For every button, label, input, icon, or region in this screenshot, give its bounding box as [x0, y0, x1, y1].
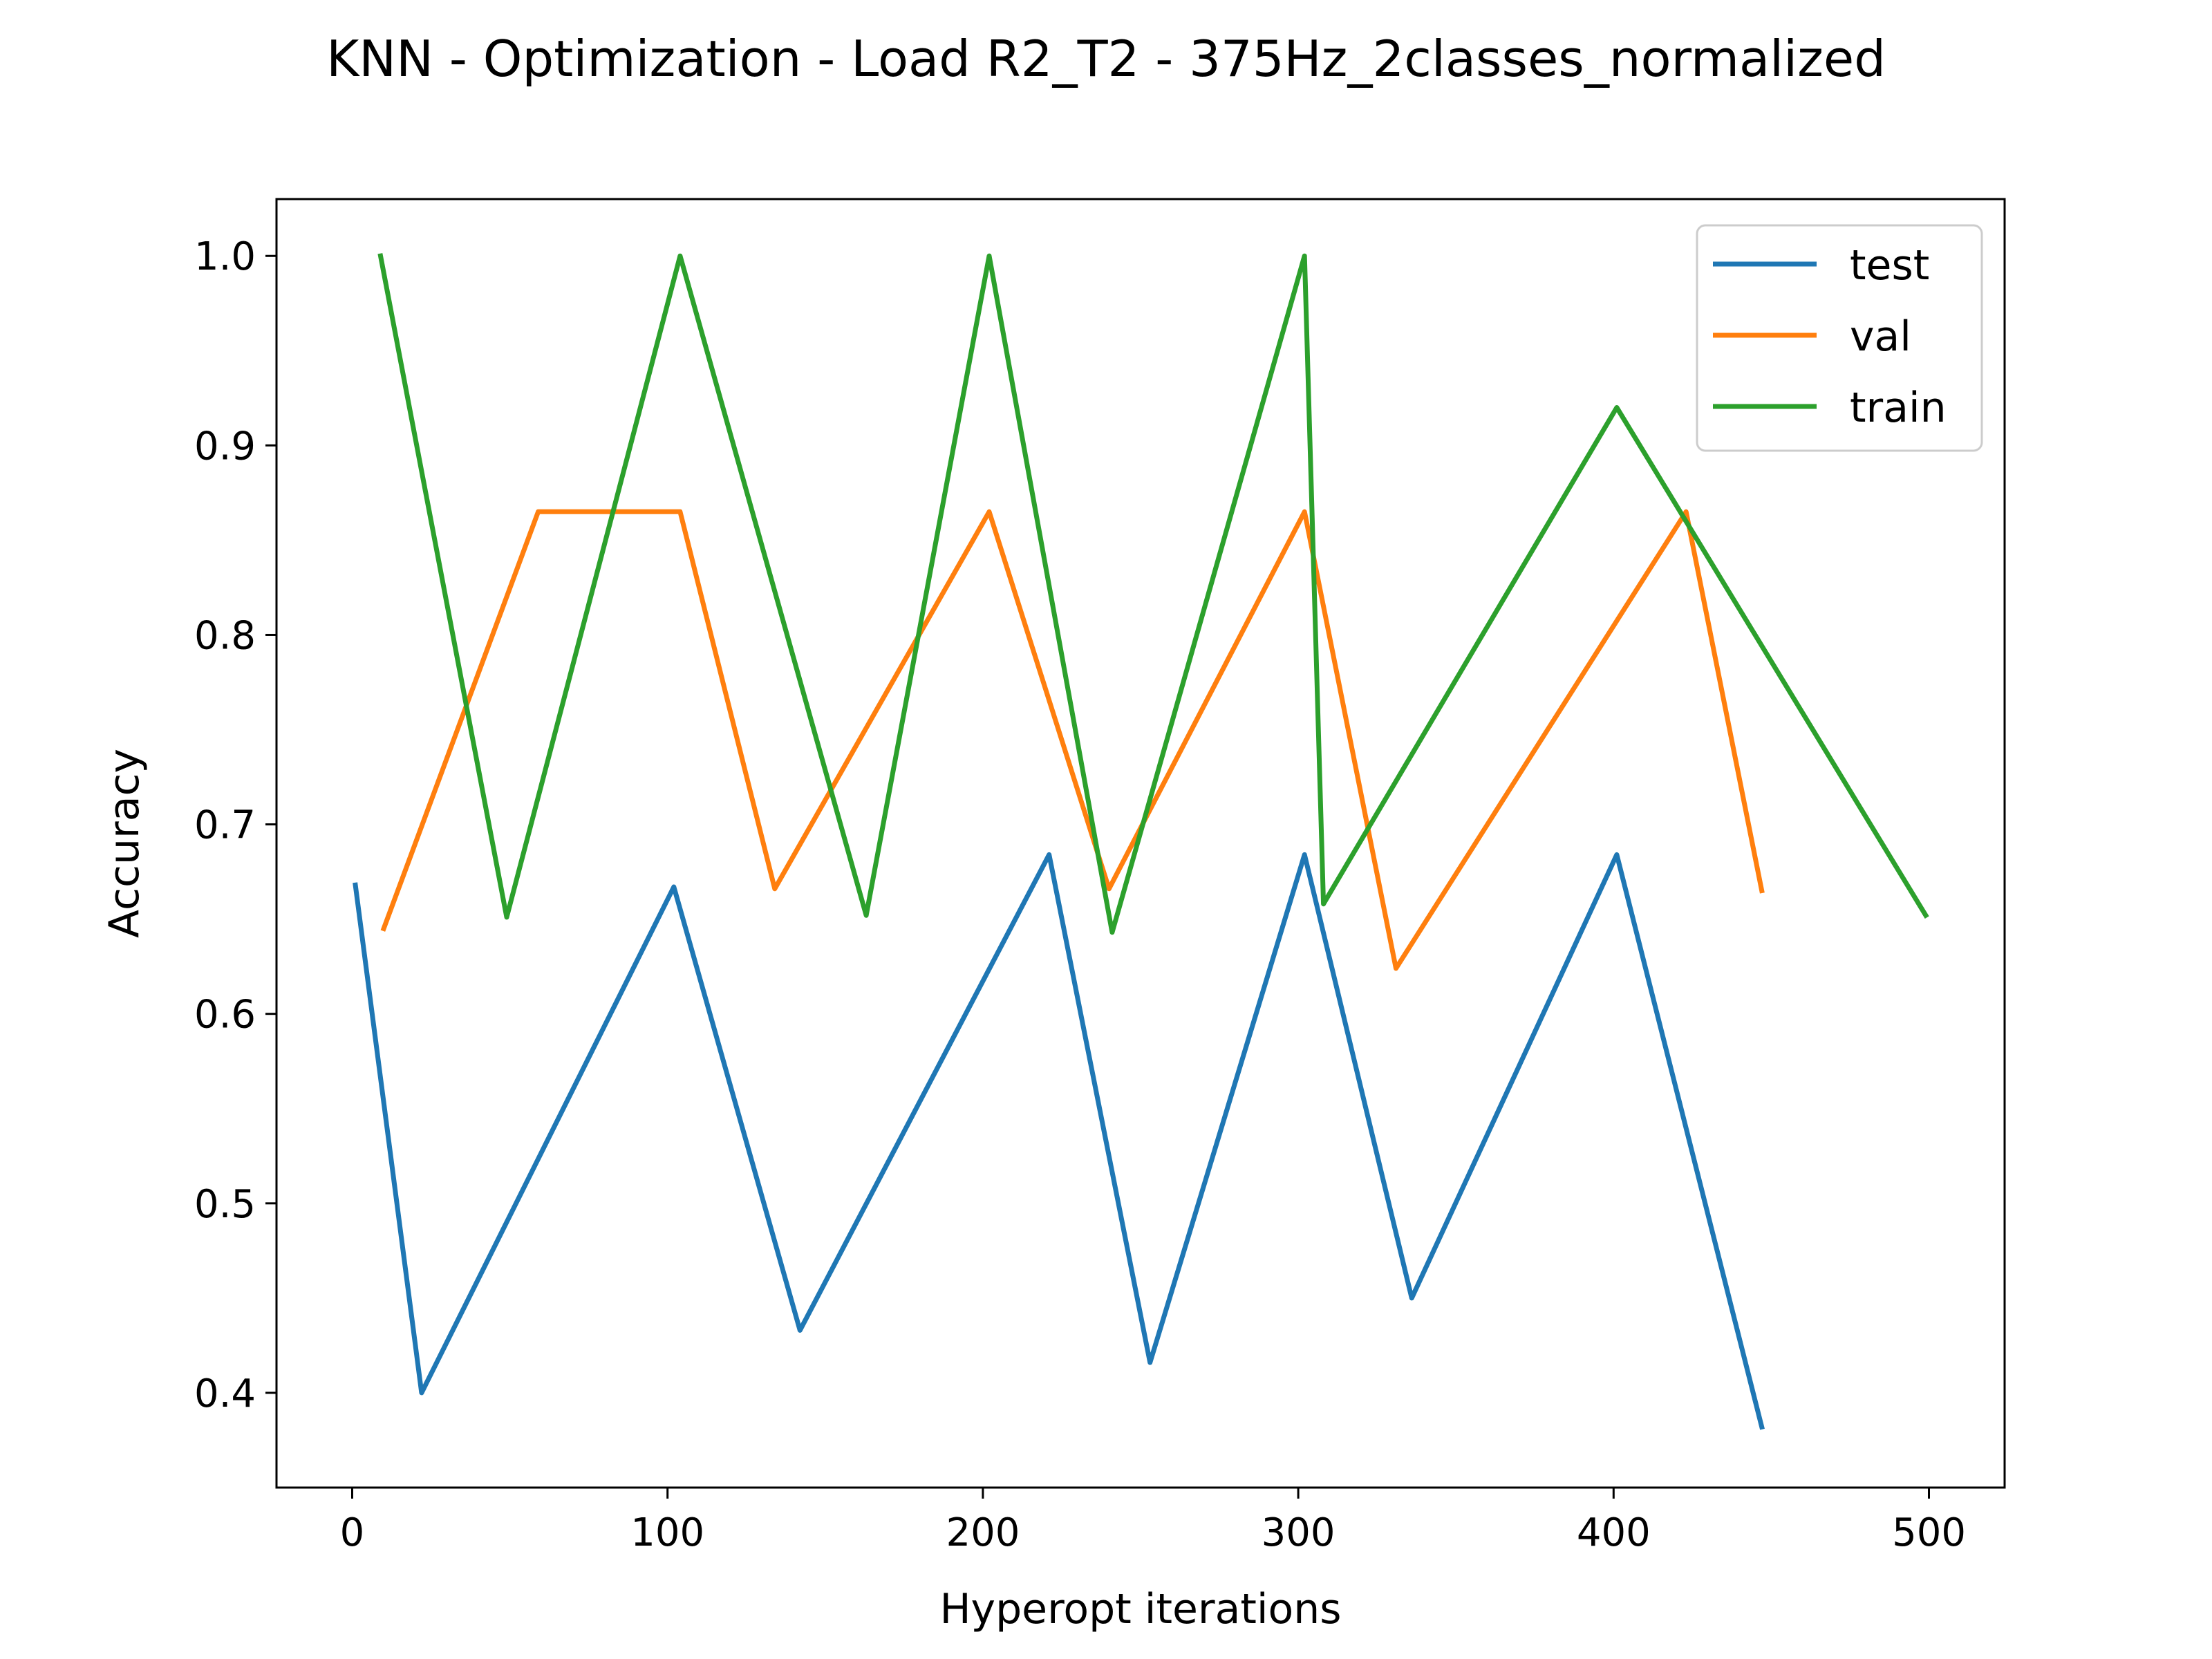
y-tick-label: 0.8: [194, 613, 256, 658]
x-tick-label: 200: [946, 1510, 1020, 1555]
x-tick-label: 0: [340, 1510, 365, 1555]
y-tick-label: 0.9: [194, 424, 256, 469]
plot-area: 0 100 200 300 400 500 0.4 0.5 0.6 0.7 0.8 0.9 1.0: [194, 198, 2006, 1555]
axes-frame: [275, 198, 2006, 1489]
y-tick-label: 0.6: [194, 993, 256, 1038]
legend-label-train: train: [1850, 384, 1947, 432]
y-axis-ticks: 0.4 0.5 0.6 0.7 0.8 0.9 1.0: [194, 234, 276, 1416]
chart-title: KNN - Optimization - Load R2_T2 - 375Hz_…: [326, 30, 1886, 88]
x-tick-label: 100: [630, 1510, 704, 1555]
series-line-val: [380, 509, 1765, 971]
x-axis-ticks: 0 100 200 300 400 500: [340, 1488, 1966, 1555]
legend-label-val: val: [1850, 312, 1911, 361]
y-tick-label: 0.4: [194, 1371, 256, 1416]
series-layer: [353, 253, 1929, 1430]
legend-box: [1696, 224, 1983, 452]
x-axis-label: Hyperopt iterations: [939, 1585, 1341, 1633]
legend-label-test: test: [1850, 241, 1929, 290]
legend-entries: test val train: [1713, 241, 1947, 432]
y-axis-label: Accuracy: [100, 749, 149, 938]
legend: test val train: [1696, 224, 1983, 452]
y-tick-label: 0.5: [194, 1182, 256, 1227]
series-line-test: [353, 852, 1765, 1430]
x-tick-label: 400: [1577, 1510, 1651, 1555]
x-tick-label: 500: [1892, 1510, 1966, 1555]
series-line-train: [377, 253, 1929, 935]
y-tick-label: 1.0: [194, 234, 256, 279]
y-tick-label: 0.7: [194, 803, 256, 848]
x-tick-label: 300: [1262, 1510, 1335, 1555]
